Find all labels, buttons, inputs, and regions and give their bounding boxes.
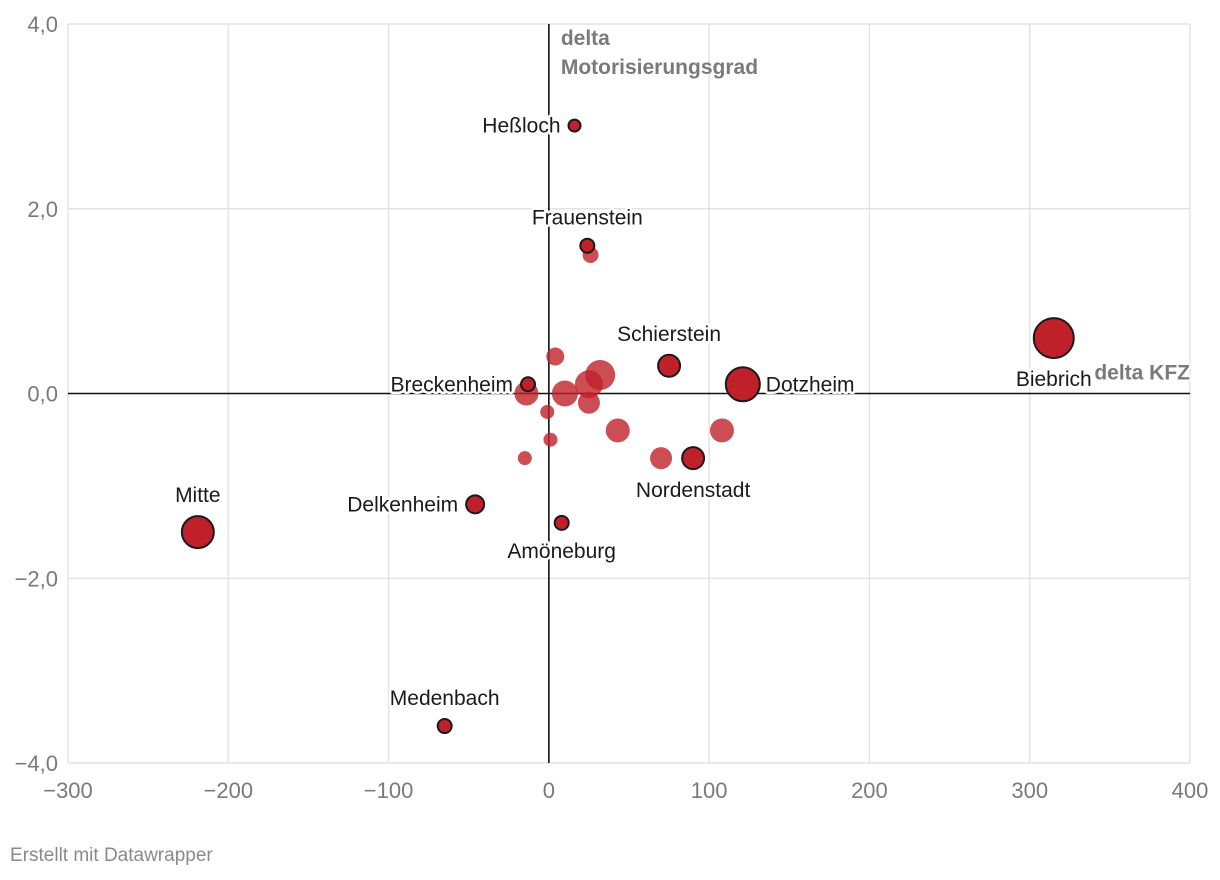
data-points	[180, 118, 1075, 735]
label-heßloch: Heßloch	[482, 115, 560, 138]
data-point	[517, 451, 532, 466]
y-axis-title-line-1: delta	[561, 27, 610, 50]
data-point	[650, 447, 673, 470]
label-frauenstein: Frauenstein	[532, 207, 643, 230]
label-delkenheim: Delkenheim	[347, 493, 458, 516]
y-tick-label: −2,0	[15, 566, 58, 591]
y-tick-label: 2,0	[27, 197, 58, 222]
label-schierstein-halo: Schierstein	[617, 323, 721, 346]
data-point-nordenstadt	[681, 446, 706, 471]
axis-titles: delta Motorisierungsgrad delta KFZ	[561, 27, 1192, 387]
data-point-amöneburg	[553, 514, 570, 531]
x-tick-label: −300	[43, 778, 93, 803]
label-nordenstadt: Nordenstadt	[636, 479, 751, 502]
data-point	[543, 432, 558, 447]
x-tick-label: −200	[204, 778, 254, 803]
label-breckenheim-halo: Breckenheim	[390, 373, 513, 396]
data-point-breckenheim	[520, 376, 537, 393]
tick-labels: −300 −200 −100 0 100 200 300 400 4,0 2,0 0,0 −2,0 −4…	[15, 12, 1209, 803]
x-tick-label: 400	[1172, 778, 1209, 803]
data-point-biebrich	[1032, 317, 1075, 360]
datawrapper-credit[interactable]: Erstellt mit Datawrapper	[10, 845, 213, 866]
label-heßloch-halo: Heßloch	[482, 115, 560, 138]
data-point-mitte	[180, 515, 215, 550]
data-point-schierstein	[657, 353, 682, 378]
data-point	[551, 380, 578, 407]
label-frauenstein-halo: Frauenstein	[532, 207, 643, 230]
label-mitte-halo: Mitte	[175, 484, 221, 507]
label-biebrich: Biebrich	[1016, 368, 1092, 391]
label-schierstein: Schierstein	[617, 323, 721, 346]
x-tick-label: 0	[543, 778, 555, 803]
y-tick-label: 0,0	[27, 382, 58, 407]
y-axis-title-line-2: Motorisierungsgrad	[561, 56, 758, 79]
label-amöneburg-halo: Amöneburg	[507, 540, 616, 563]
label-dotzheim: Dotzheim	[766, 373, 855, 396]
label-amöneburg: Amöneburg	[507, 540, 616, 563]
x-axis-title: delta KFZ	[1094, 362, 1190, 385]
data-point	[546, 347, 565, 366]
label-breckenheim: Breckenheim	[390, 373, 513, 396]
label-nordenstadt-halo: Nordenstadt	[636, 479, 751, 502]
label-biebrich-halo: Biebrich	[1016, 368, 1092, 391]
y-tick-label: 4,0	[27, 12, 58, 37]
data-point	[577, 391, 600, 414]
label-mitte: Mitte	[175, 484, 221, 507]
scatter-chart: −300 −200 −100 0 100 200 300 400 4,0 2,0 0,0 −2,0 −4…	[15, 12, 1209, 803]
data-point	[605, 418, 630, 443]
data-point-delkenheim	[465, 494, 486, 515]
label-dotzheim-halo: Dotzheim	[766, 373, 855, 396]
data-point-medenbach	[436, 718, 453, 735]
data-point	[540, 404, 555, 419]
data-point-heßloch	[567, 118, 582, 133]
data-point	[709, 418, 734, 443]
x-tick-label: −100	[364, 778, 414, 803]
data-point-frauenstein	[579, 237, 596, 254]
x-tick-label: 200	[851, 778, 888, 803]
zero-axes	[68, 24, 1190, 763]
data-point	[574, 370, 603, 399]
x-tick-label: 300	[1011, 778, 1048, 803]
data-point-dotzheim	[724, 366, 761, 403]
label-medenbach: Medenbach	[390, 687, 500, 710]
point-labels: HeßlochHeßlochFrauensteinFrauensteinSchi…	[173, 112, 1095, 712]
label-medenbach-halo: Medenbach	[390, 687, 500, 710]
label-delkenheim-halo: Delkenheim	[347, 493, 458, 516]
x-tick-label: 100	[691, 778, 728, 803]
y-tick-label: −4,0	[15, 751, 58, 776]
